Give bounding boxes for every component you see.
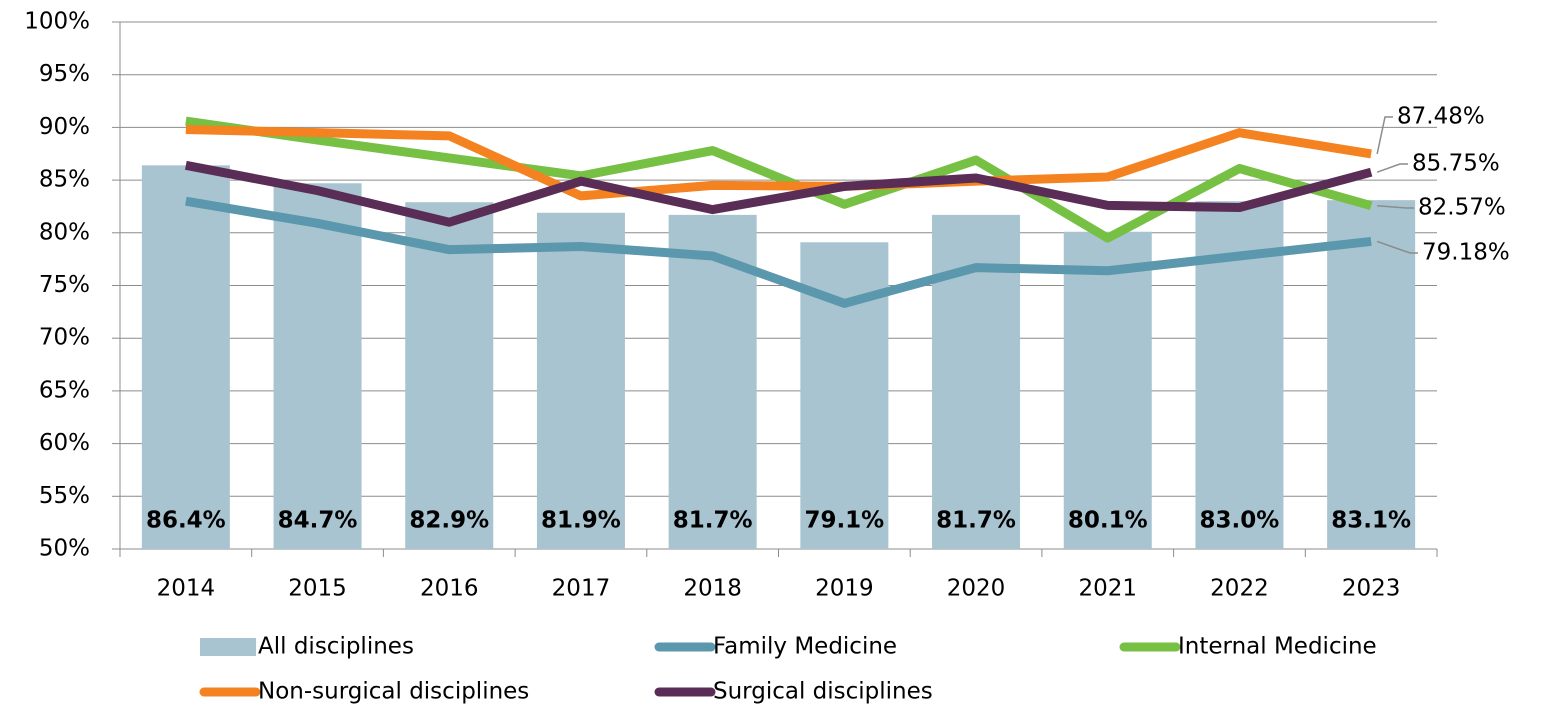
x-tick-label: 2019 (815, 576, 874, 602)
bar (1327, 200, 1416, 549)
y-tick-label: 60% (39, 430, 90, 456)
bar-value-label: 86.4% (146, 508, 226, 534)
line (185, 116, 1373, 243)
bar (141, 165, 230, 549)
x-tick-label: 2022 (1210, 576, 1269, 602)
x-tick-label: 2023 (1342, 576, 1401, 602)
legend-label: Internal Medicine (1178, 634, 1377, 660)
line-value-label: 85.75% (1412, 151, 1500, 177)
bar-value-label: 82.9% (409, 508, 489, 534)
bar (536, 212, 625, 550)
x-tick-label: 2014 (157, 576, 216, 602)
bar (1063, 231, 1152, 549)
legend-label: All disciplines (258, 634, 414, 660)
line-value-label: 87.48% (1397, 104, 1485, 130)
leader-line (1377, 204, 1414, 209)
y-tick-label: 95% (39, 61, 90, 87)
x-tick-label: 2021 (1078, 576, 1137, 602)
line-value-label: 82.57% (1418, 195, 1506, 221)
x-tick-label: 2015 (288, 576, 347, 602)
bar (273, 183, 362, 549)
x-tick-label: 2016 (420, 576, 479, 602)
y-tick-label: 80% (39, 219, 90, 245)
bar-value-label: 81.7% (673, 508, 753, 534)
bar-value-label: 83.1% (1331, 508, 1411, 534)
bar-value-label: 79.1% (804, 508, 884, 534)
bar (405, 202, 494, 549)
leader-line (1376, 240, 1418, 254)
legend-label: Surgical disciplines (713, 679, 933, 705)
bar-value-label: 80.1% (1068, 508, 1148, 534)
x-tick-label: 2017 (552, 576, 611, 602)
y-tick-label: 100% (24, 9, 90, 35)
y-tick-label: 85% (39, 167, 90, 193)
legend-label: Non-surgical disciplines (258, 679, 529, 705)
line (185, 125, 1372, 201)
y-tick-label: 75% (39, 272, 90, 298)
y-tick-label: 90% (39, 114, 90, 140)
x-tick-label: 2020 (947, 576, 1006, 602)
leader-line (1376, 116, 1393, 155)
bar-value-label: 81.7% (936, 508, 1016, 534)
legend-label: Family Medicine (713, 634, 897, 660)
y-tick-label: 65% (39, 377, 90, 403)
x-tick-label: 2018 (683, 576, 742, 602)
y-tick-label: 70% (39, 325, 90, 351)
y-tick-label: 50% (39, 536, 90, 562)
legend-swatch (200, 638, 256, 656)
line (185, 160, 1373, 227)
y-tick-label: 55% (39, 483, 90, 509)
line (185, 196, 1372, 308)
line-value-label: 79.18% (1422, 240, 1510, 266)
bar-value-label: 84.7% (278, 508, 358, 534)
bar-value-label: 81.9% (541, 508, 621, 534)
bar-value-label: 83.0% (1200, 508, 1280, 534)
leader-line (1376, 163, 1408, 173)
